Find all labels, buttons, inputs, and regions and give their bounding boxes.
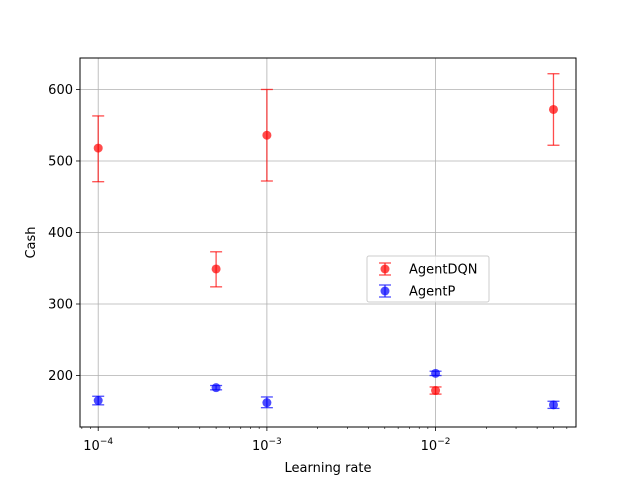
x-tick-label: 10−2 (421, 437, 451, 454)
series-agentdqn (92, 73, 560, 396)
legend-entry-agentdqn: AgentDQN (379, 262, 477, 278)
data-point (93, 396, 103, 406)
legend-marker (380, 286, 390, 296)
data-point (431, 368, 441, 378)
legend-label-agentp: AgentP (409, 285, 455, 300)
data-point (211, 264, 221, 274)
y-tick-label: 300 (48, 298, 73, 313)
legend: AgentDQN AgentP (366, 255, 490, 303)
x-tick-label: 10−3 (252, 437, 282, 454)
legend-box (366, 255, 490, 303)
x-tick-label: 10−4 (83, 437, 113, 454)
legend-marker (380, 264, 390, 274)
y-tick-label: 200 (48, 369, 73, 384)
data-point (431, 386, 441, 396)
y-tick-label: 600 (48, 83, 73, 98)
data-point (548, 104, 558, 114)
data-point (548, 400, 558, 410)
data-series (92, 73, 560, 410)
plot-frame (79, 57, 577, 428)
axis-ticks: 200 300 400 500 600 10−4 10−3 10−2 (48, 83, 568, 454)
data-point (211, 383, 221, 393)
legend-label-agentdqn: AgentDQN (409, 263, 477, 278)
series-agentp (92, 368, 560, 410)
data-point (262, 130, 272, 140)
legend-entry-agentp: AgentP (379, 284, 455, 300)
y-axis-label: Cash (24, 226, 39, 258)
data-point (262, 398, 272, 408)
y-tick-label: 500 (48, 154, 73, 169)
x-axis-label: Learning rate (285, 461, 372, 476)
y-tick-label: 400 (48, 226, 73, 241)
data-point (93, 143, 103, 153)
